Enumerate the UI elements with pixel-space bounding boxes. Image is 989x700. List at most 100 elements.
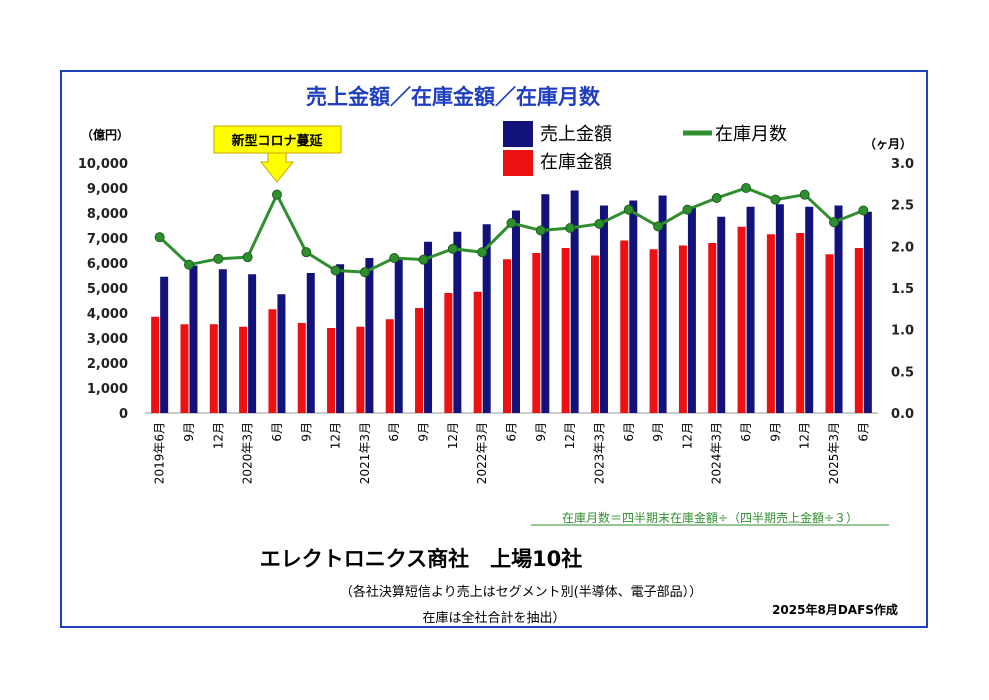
bar-inventory: [590, 255, 599, 413]
months-line: [154, 183, 869, 278]
x-tick-label: 6月: [505, 422, 519, 442]
x-tick-label: 6月: [270, 422, 284, 442]
months-point: [389, 253, 400, 263]
x-tick-label: 9月: [534, 422, 548, 442]
bar-sales: [687, 206, 696, 413]
bar-sales: [394, 258, 403, 413]
bar-sales: [775, 204, 784, 413]
bar-sales: [453, 231, 462, 413]
footer-note-2: 在庫は全社合計を抽出）: [422, 610, 565, 626]
y-right-tick-label: 2.0: [891, 240, 914, 255]
bar-inventory: [297, 323, 306, 413]
footer-heading: エレクトロニクス商社 上場10社: [260, 547, 583, 571]
formula-note: 在庫月数＝四半期末在庫金額÷（四半期売上金額÷３）: [562, 510, 858, 525]
y-right-tick-label: 2.5: [891, 199, 914, 214]
bar-inventory: [825, 254, 834, 413]
months-point: [213, 253, 224, 264]
months-point: [359, 267, 370, 278]
y-left-tick-label: 8,000: [87, 207, 128, 222]
x-tick-label: 12月: [211, 422, 225, 449]
y-left-tick-label: 2,000: [87, 357, 128, 372]
bar-sales: [365, 258, 374, 413]
y-left-tick-label: 4,000: [87, 307, 128, 322]
bar-inventory: [473, 291, 482, 413]
bar-sales: [629, 200, 638, 413]
x-tick-label: 2019年6月: [153, 422, 167, 484]
months-point: [594, 218, 605, 229]
x-tick-label: 12月: [563, 422, 577, 449]
bar-inventory: [737, 226, 746, 413]
months-point: [183, 259, 194, 270]
bar-inventory: [356, 326, 365, 413]
x-tick-label: 2020年3月: [241, 422, 255, 484]
months-point: [858, 205, 869, 216]
months-point: [711, 193, 722, 203]
bar-inventory: [180, 324, 189, 413]
bar-sales: [336, 264, 345, 413]
bar-inventory: [444, 293, 453, 413]
months-point: [653, 221, 664, 232]
months-point: [447, 243, 458, 254]
covid-callout: 新型コロナ蔓延: [213, 125, 342, 183]
x-tick-label: 12月: [798, 422, 812, 449]
bar-sales: [512, 210, 520, 413]
x-tick-label: 2023年3月: [592, 422, 606, 484]
bar-sales: [746, 206, 755, 413]
bar-inventory: [796, 233, 805, 413]
x-tick-label: 6月: [856, 422, 870, 442]
x-tick-label: 9月: [651, 422, 665, 442]
y-left-tick-label: 1,000: [87, 382, 128, 397]
months-point: [271, 189, 282, 200]
x-tick-label: 2025年3月: [827, 422, 841, 484]
bars: [151, 190, 872, 413]
bar-sales: [424, 241, 433, 413]
bar-sales: [541, 194, 550, 413]
bar-sales: [805, 206, 814, 413]
y-left-unit: （億円）: [81, 127, 129, 142]
months-point: [330, 265, 341, 276]
bar-inventory: [209, 324, 218, 413]
bar-sales: [658, 195, 667, 413]
bar-sales: [570, 190, 579, 413]
months-point: [770, 194, 781, 205]
footer-note-1: （各社決算短信より売上はセグメント別(半導体、電子部品））: [340, 584, 702, 600]
y-right-tick-label: 1.5: [891, 282, 914, 297]
bar-inventory: [708, 243, 717, 413]
x-tick-label: 9月: [417, 422, 431, 442]
bar-sales: [218, 269, 227, 413]
legend-label-sales: 売上金額: [540, 124, 612, 145]
bar-inventory: [151, 316, 160, 413]
y-right-unit: （ヶ月）: [864, 136, 912, 151]
footer-credit: 2025年8月DAFS作成: [772, 602, 898, 617]
x-tick-label: 12月: [680, 422, 694, 449]
bar-inventory: [649, 249, 658, 413]
months-point: [682, 204, 693, 215]
months-point: [799, 189, 810, 200]
months-point: [477, 247, 488, 258]
months-point: [741, 183, 752, 193]
chart-frame: [60, 70, 928, 628]
months-point: [506, 218, 517, 228]
legend-label-months: 在庫月数: [715, 124, 787, 145]
months-point: [535, 225, 546, 236]
callout-arrow: [259, 152, 295, 183]
bar-inventory: [766, 234, 775, 413]
bar-sales: [277, 294, 286, 413]
x-tick-labels: 2019年6月 9月 12月 2020年3月 6月 9月 12月 2021年3月 6月 9月 12月…: [153, 422, 871, 484]
y-left-tick-label: 10,000: [78, 157, 128, 172]
y-left-tick-label: 0: [119, 407, 128, 422]
bar-sales: [834, 205, 843, 413]
y-right-tick-label: 0.0: [891, 407, 914, 422]
legend-label-inventory: 在庫金額: [540, 152, 612, 173]
bar-inventory: [327, 328, 336, 413]
bar-inventory: [385, 319, 394, 413]
chart-title: 売上金額／在庫金額／在庫月数: [306, 85, 601, 109]
x-tick-label: 12月: [446, 422, 460, 449]
legend-swatch-sales: [503, 121, 533, 147]
months-point: [565, 223, 576, 233]
bar-sales: [306, 273, 315, 413]
x-tick-label: 9月: [182, 422, 196, 442]
bar-sales: [248, 274, 257, 413]
bar-sales: [599, 205, 608, 413]
months-point: [242, 252, 253, 263]
